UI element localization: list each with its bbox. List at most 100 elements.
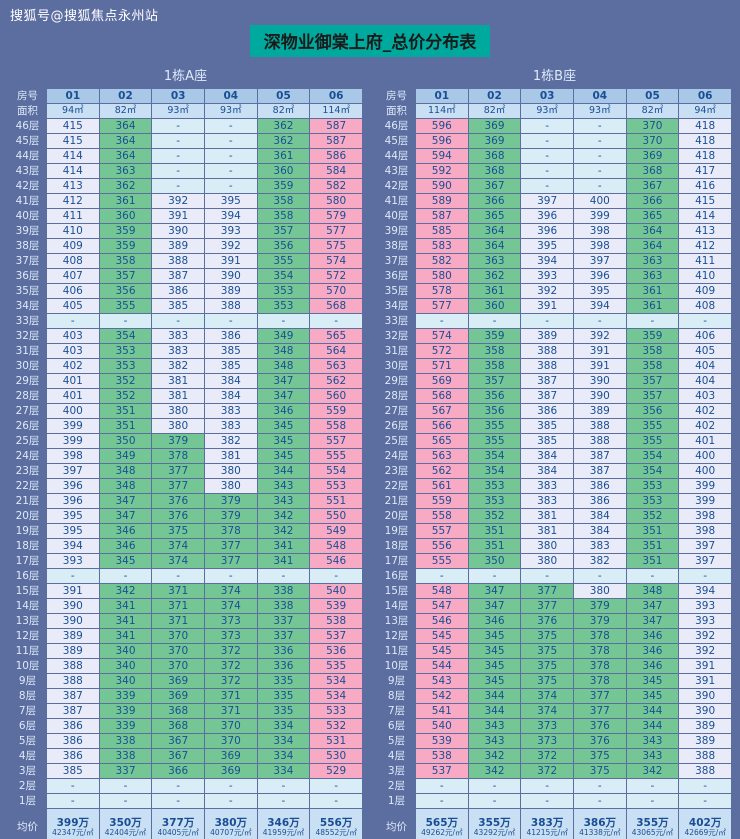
price-cell: 555 [310,449,362,463]
price-cell: 414 [679,209,731,223]
price-cell: 358 [257,209,310,223]
price-cell: 582 [416,254,468,268]
room-number-header: 05 [626,89,679,103]
avg-price-per-sqm: 42669元/㎡ [684,827,726,837]
price-cell: 557 [416,524,468,538]
price-cell: 347 [468,584,521,598]
price-cell: 559 [416,494,468,508]
price-cell: 354 [99,329,152,343]
price-cell: 399 [47,434,99,448]
price-cell: 342 [99,584,152,598]
table-row: 40层 411 360 391 394 358 579 [9,209,362,223]
price-cell: 389 [152,239,204,253]
table-row: 25层 399 350 379 382 345 557 [9,434,362,448]
price-cell: 372 [521,764,573,778]
price-cell: 398 [679,524,731,538]
price-cell: 361 [626,284,679,298]
price-cell: 379 [573,599,626,613]
price-cell: 375 [152,524,204,538]
table-row: 26层 566 355 385 388 355 402 [378,419,731,433]
table-row: 5层 386 338 367 370 334 531 [9,734,362,748]
price-cell: 596 [416,134,468,148]
avg-price-per-sqm: 43292元/㎡ [473,827,516,837]
price-cell: 353 [626,494,679,508]
floor-label: 41层 [15,195,40,207]
price-cell: 379 [204,509,257,523]
floor-label: 36层 [15,270,40,282]
price-cell: 334 [257,749,310,763]
table-row: 3层 385 337 366 369 334 529 [9,764,362,778]
price-cell: - [47,569,99,583]
table-row: 12层 545 345 375 378 346 392 [378,629,731,643]
price-cell: - [257,314,310,328]
floor-label: 18层 [15,540,40,552]
price-cell: - [204,794,257,808]
avg-total-price: 402万 [688,816,722,829]
price-cell: 338 [99,749,152,763]
price-cell: 558 [310,419,362,433]
avg-price-cell: 380万 40707元/㎡ [204,809,257,839]
price-cell: 551 [310,494,362,508]
price-cell: 409 [47,239,99,253]
price-cell: - [257,794,310,808]
price-cell: 373 [204,614,257,628]
price-cell: 383 [521,494,573,508]
price-cell: 564 [310,344,362,358]
price-cell: 389 [521,329,573,343]
table-row: 40层 587 365 396 399 365 414 [378,209,731,223]
floor-label: 46层 [384,120,409,132]
price-cell: 562 [310,374,362,388]
price-cell: 386 [573,494,626,508]
price-cell: 364 [99,119,152,133]
price-cell: 541 [416,704,468,718]
price-cell: 575 [310,239,362,253]
price-cell: 389 [204,284,257,298]
price-cell: 574 [416,329,468,343]
price-cell: - [204,569,257,583]
floor-label: 40层 [15,210,40,222]
price-cell: 363 [626,254,679,268]
price-cell: 418 [679,119,731,133]
price-cell: 592 [416,164,468,178]
price-cell: 348 [99,464,152,478]
price-cell: 399 [47,419,99,433]
floor-label: 20层 [15,510,40,522]
price-cell: - [573,569,626,583]
price-cell: 375 [521,644,573,658]
floor-label: 36层 [384,270,409,282]
table-row: 39层 410 359 390 393 357 577 [9,224,362,238]
price-cell: 366 [626,194,679,208]
price-cell: 393 [679,599,731,613]
price-cell: 361 [99,194,152,208]
price-cell: 393 [679,614,731,628]
price-cell: 574 [310,254,362,268]
price-cell: 347 [468,599,521,613]
price-cell: 361 [626,299,679,313]
price-cell: 353 [99,359,152,373]
price-cell: 376 [521,614,573,628]
price-cell: 344 [626,704,679,718]
price-cell: 353 [468,494,521,508]
price-cell: 378 [573,629,626,643]
price-cell: 359 [468,329,521,343]
price-cell: 569 [416,374,468,388]
price-table-b: 房号 01 02 03 04 05 06 面积 114㎡ 82㎡ 93㎡ 93㎡ 82㎡ 94㎡ 46层 59… [377,88,732,839]
table-row: 21层 396 347 376 379 343 551 [9,494,362,508]
price-cell: 410 [679,269,731,283]
floor-label: 33层 [384,315,409,327]
price-cell: 368 [468,149,521,163]
table-row: 20层 395 347 376 379 342 550 [9,509,362,523]
table-row: 25层 565 355 385 388 355 401 [378,434,731,448]
price-cell: 417 [679,164,731,178]
price-cell: 587 [416,209,468,223]
price-cell: 384 [521,449,573,463]
price-cell: 536 [310,644,362,658]
table-row: 24层 563 354 384 387 354 400 [378,449,731,463]
price-cell: 391 [521,299,573,313]
price-cell: 345 [468,659,521,673]
table-row: 21层 559 353 383 386 353 399 [378,494,731,508]
price-cell: 372 [204,659,257,673]
price-cell: 387 [152,269,204,283]
price-cell: 372 [204,644,257,658]
